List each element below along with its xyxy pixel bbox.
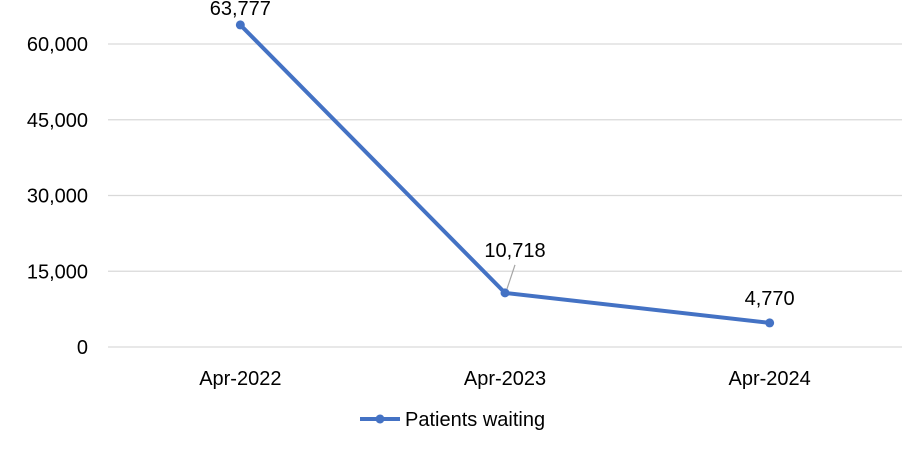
legend-label: Patients waiting <box>405 409 545 431</box>
y-tick-label: 60,000 <box>27 34 88 56</box>
data-label: 10,718 <box>484 240 545 262</box>
data-point <box>235 20 245 30</box>
legend-dot-marker <box>375 414 385 424</box>
data-point <box>500 288 510 298</box>
data-label: 63,777 <box>210 0 271 20</box>
series-patients-waiting <box>235 20 775 328</box>
x-tick-label: Apr-2024 <box>729 368 811 390</box>
series-line <box>238 22 772 325</box>
data-point <box>765 318 775 328</box>
gridlines <box>108 43 902 348</box>
legend: Patients waiting <box>360 409 545 431</box>
data-label: 4,770 <box>745 288 795 310</box>
x-tick-label: Apr-2023 <box>464 368 546 390</box>
y-tick-label: 30,000 <box>27 186 88 208</box>
y-tick-label: 0 <box>77 337 88 359</box>
y-tick-label: 45,000 <box>27 110 88 132</box>
x-axis: Apr-2022 Apr-2023 Apr-2024 <box>199 368 811 390</box>
y-axis: 0 15,000 30,000 45,000 60,000 <box>27 34 88 359</box>
y-tick-label: 15,000 <box>27 261 88 283</box>
data-labels: 63,777 10,718 4,770 <box>210 0 795 310</box>
x-tick-label: Apr-2022 <box>199 368 281 390</box>
data-label-leader-line <box>506 264 516 290</box>
